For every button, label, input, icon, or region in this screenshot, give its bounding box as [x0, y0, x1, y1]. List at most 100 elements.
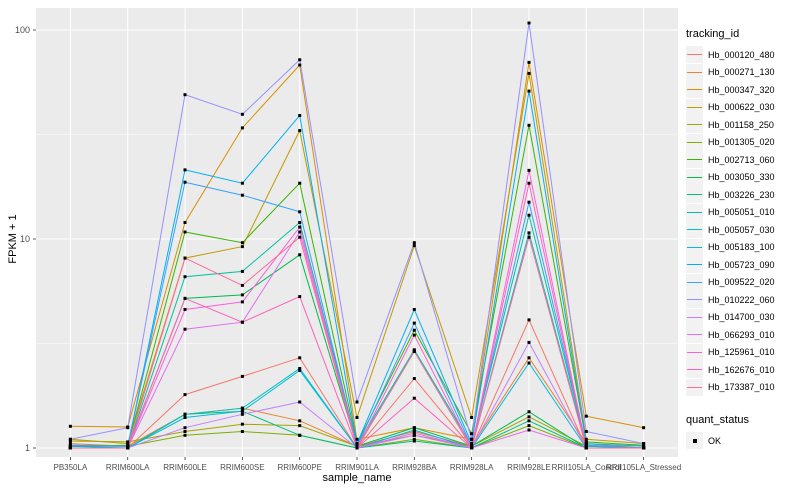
data-point [298, 419, 302, 423]
data-point [240, 422, 244, 426]
series-color-key-icon [686, 203, 703, 221]
data-point [183, 416, 187, 419]
legend-item: Hb_066293_010 [686, 326, 798, 344]
data-point [412, 308, 416, 311]
series-color-key-icon [686, 308, 703, 326]
data-point [527, 181, 531, 185]
data-point [68, 443, 72, 447]
data-point [183, 308, 187, 311]
data-point [642, 446, 646, 450]
x-axis-title: sample_name [322, 472, 392, 484]
data-point [298, 225, 302, 229]
ok-marker-icon [686, 432, 703, 450]
y-tick-label: 1 [25, 443, 30, 453]
data-point [527, 415, 531, 419]
data-point [527, 168, 531, 172]
x-tick-label: RRIM928LA [450, 463, 494, 472]
legend-item-label: Hb_010222_060 [708, 294, 775, 305]
legend-item-label: Hb_009522_020 [708, 277, 775, 288]
data-point [527, 419, 531, 423]
legend-item-label: Hb_001305_020 [708, 137, 775, 148]
data-point [183, 221, 187, 224]
series-color-key-icon [686, 326, 703, 344]
data-point [355, 437, 359, 441]
legend-item-label: Hb_014700_030 [708, 312, 775, 323]
data-point [298, 295, 302, 299]
data-point [298, 433, 302, 437]
legend-item-label: Hb_005057_030 [708, 224, 775, 235]
series-color-key-icon [686, 291, 703, 309]
data-point [183, 327, 187, 331]
series-color-key-icon [686, 343, 703, 361]
data-point [584, 442, 588, 446]
legend-item: Hb_005057_030 [686, 221, 798, 239]
data-point [240, 374, 244, 378]
data-point [68, 442, 72, 446]
y-tick-label: 10 [20, 234, 30, 244]
data-point [355, 446, 359, 450]
data-point [412, 377, 416, 380]
y-axis-title: FPKM + 1 [7, 214, 19, 264]
legend-item-label: Hb_125961_010 [708, 347, 775, 358]
series-color-key-icon [686, 273, 703, 291]
data-point [126, 440, 130, 444]
data-point [412, 426, 416, 430]
data-point [240, 193, 244, 197]
data-point [183, 230, 187, 234]
data-point [126, 442, 130, 446]
data-point [527, 21, 531, 25]
data-point [298, 400, 302, 404]
x-tick-label: RRII105LA_Control [552, 463, 622, 472]
x-tick-label: RRIM600LE [163, 463, 207, 472]
data-point [412, 428, 416, 432]
data-point [642, 442, 646, 446]
legend-item: Hb_005723_090 [686, 256, 798, 274]
legend-item: Hb_000347_320 [686, 81, 798, 99]
data-point [412, 433, 416, 437]
legend-item-label: Hb_000622_030 [708, 102, 775, 113]
legend-item: Hb_003050_330 [686, 168, 798, 187]
series-color-key-icon [686, 168, 703, 186]
legend-item: Hb_125961_010 [686, 343, 798, 362]
data-point [527, 231, 531, 235]
series-color-key-icon [686, 361, 703, 379]
legend-title: tracking_id [686, 28, 740, 40]
data-point [298, 221, 302, 224]
data-point [298, 356, 302, 360]
data-point [584, 414, 588, 418]
data-point [642, 426, 646, 430]
data-point [298, 253, 302, 257]
x-tick-label: RRIM600LA [106, 463, 150, 472]
data-point [412, 349, 416, 353]
data-point [412, 321, 416, 325]
data-point [412, 241, 416, 245]
data-point [412, 333, 416, 337]
data-point [527, 235, 531, 239]
data-point [183, 430, 187, 433]
data-points [68, 21, 646, 450]
data-point [183, 412, 187, 416]
legend-item-ok: OK [686, 432, 798, 450]
x-tick-label: RRIM928BA [392, 463, 437, 472]
data-point [527, 424, 531, 428]
legend-item-label: Hb_066293_010 [708, 329, 775, 340]
series-color-key-icon [686, 81, 703, 99]
legend-item: Hb_162676_010 [686, 361, 798, 379]
data-point [298, 367, 302, 370]
legend-item: Hb_010222_060 [686, 291, 798, 309]
data-point [412, 439, 416, 443]
data-point [298, 114, 302, 117]
data-point [183, 180, 187, 184]
data-point [298, 129, 302, 133]
legend-item-label: Hb_003050_330 [708, 172, 775, 183]
legend-item-label: Hb_001158_250 [708, 119, 774, 130]
legend-item-label: Hb_005723_090 [708, 259, 775, 270]
data-point [298, 181, 302, 185]
legend-item: Hb_000120_480 [686, 46, 798, 64]
data-point [183, 393, 187, 397]
data-point [584, 440, 588, 444]
data-point [527, 356, 531, 360]
series-color-key-icon [686, 151, 703, 169]
